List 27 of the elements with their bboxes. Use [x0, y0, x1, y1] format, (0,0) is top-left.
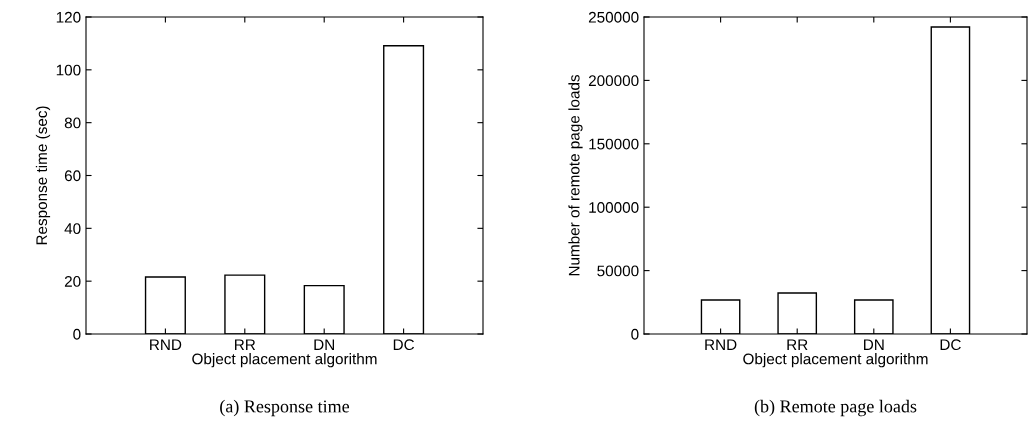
- y-tick-label: 100000: [589, 202, 639, 213]
- y-tick-label: 150000: [589, 138, 639, 150]
- y-tick-label: 100: [56, 64, 81, 76]
- y-tick-label: 80: [64, 117, 81, 129]
- x-axis-title: Object placement algorithm: [192, 353, 377, 368]
- text: (b) Remote page loads: [754, 399, 917, 417]
- x-tick-label: DN: [314, 339, 334, 350]
- y-tick-label: 120: [56, 11, 81, 23]
- x-tick-label: RND: [705, 339, 737, 350]
- x-tick-label: DC: [940, 339, 961, 351]
- y-axis-title: Number of remote page loads: [568, 74, 583, 276]
- y-axis-title: Response time (sec): [35, 106, 51, 245]
- y-tick-label: 40: [64, 223, 81, 235]
- x-tick-label: RR: [787, 339, 808, 350]
- text: (a) Response time: [220, 399, 350, 417]
- y-tick-label: 50000: [597, 265, 639, 277]
- y-tick-label: 200000: [588, 75, 639, 87]
- x-tick-label: RND: [150, 339, 182, 350]
- x-tick-label: RR: [235, 339, 256, 350]
- y-tick-label: 60: [64, 170, 81, 182]
- x-axis-title: Object placement algorithm: [743, 353, 928, 368]
- y-tick-label: 0: [631, 328, 639, 340]
- x-tick-label: DC: [393, 339, 415, 351]
- y-tick-label: 250000: [588, 11, 639, 23]
- x-tick-label: DN: [864, 339, 884, 350]
- y-tick-label: 0: [73, 328, 81, 340]
- y-tick-label: 20: [64, 276, 81, 287]
